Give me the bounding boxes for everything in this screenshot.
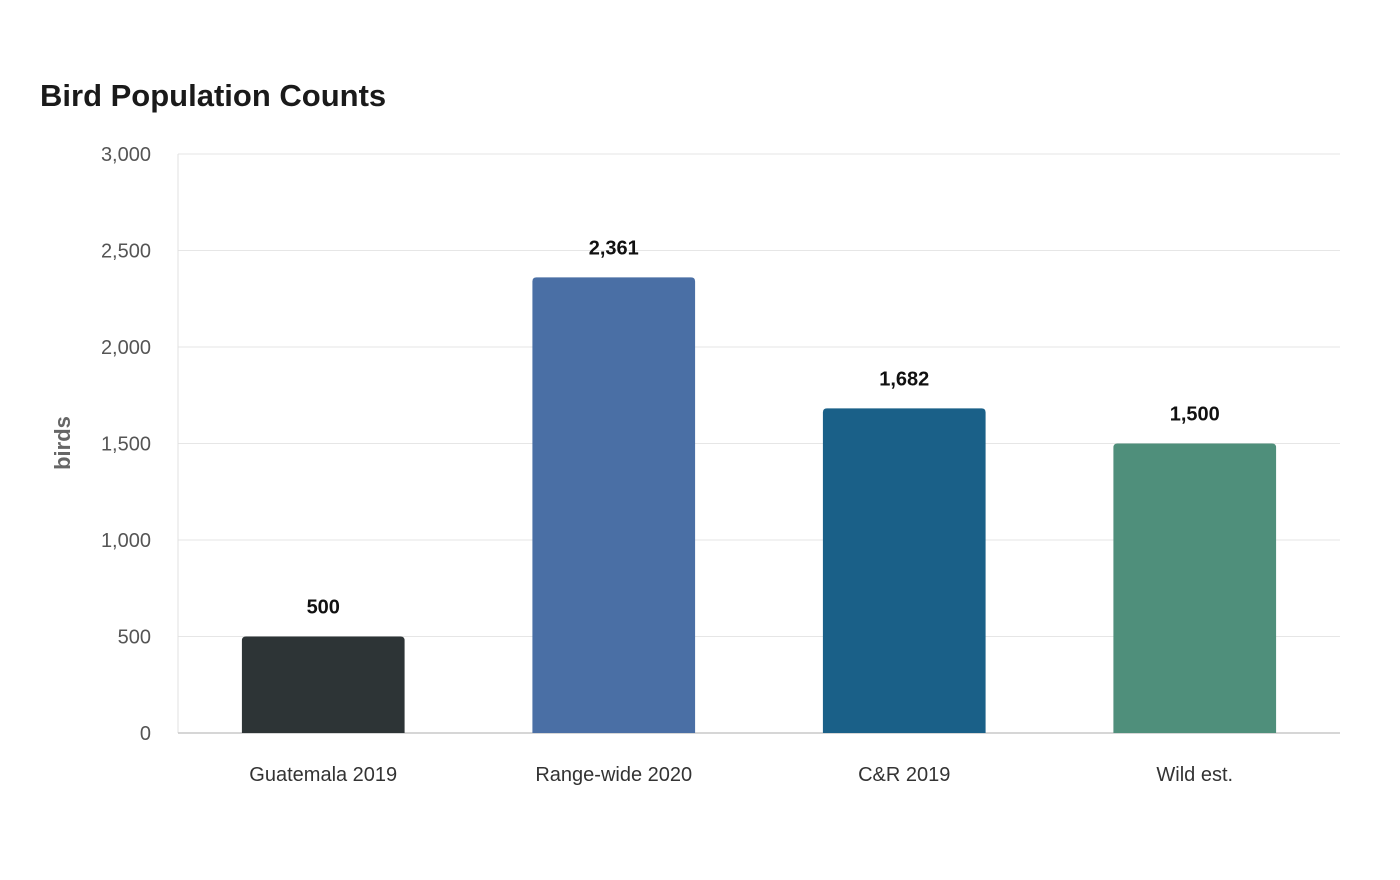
y-tick-label: 2,000: [101, 337, 151, 359]
bars: [241, 277, 1277, 733]
bar-value-label: 500: [307, 597, 340, 619]
y-tick-label: 2,500: [101, 241, 151, 263]
y-tick-label: 1,000: [101, 530, 151, 552]
y-tick-labels: 0 500 1,000 1,500 2,000 2,500 3,000: [101, 144, 151, 745]
bar-value-label: 1,682: [879, 368, 929, 390]
bar-value-label: 2,361: [589, 237, 639, 259]
y-tick-label: 1,500: [101, 434, 151, 456]
x-tick-labels: Guatemala 2019 Range-wide 2020 C&R 2019 Wil…: [249, 764, 1233, 786]
bar: [822, 408, 986, 733]
value-labels: 500 2,361 1,682 1,500: [307, 237, 1220, 618]
y-tick-label: 0: [140, 723, 151, 745]
y-tick-label: 500: [118, 627, 151, 649]
bar: [1113, 443, 1277, 733]
x-tick-label: Wild est.: [1156, 764, 1233, 786]
x-tick-label: C&R 2019: [858, 764, 950, 786]
chart-title: Bird Population Counts: [40, 78, 387, 113]
bar: [532, 277, 696, 733]
x-tick-label: Guatemala 2019: [249, 764, 397, 786]
x-tick-label: Range-wide 2020: [535, 764, 692, 786]
y-axis-title: birds: [50, 416, 75, 470]
bar: [241, 636, 405, 733]
y-tick-label: 3,000: [101, 144, 151, 166]
bar-value-label: 1,500: [1170, 404, 1220, 426]
